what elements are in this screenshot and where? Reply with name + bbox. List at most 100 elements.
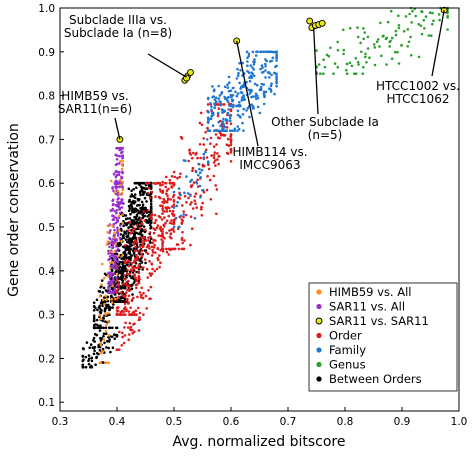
data-point — [225, 143, 229, 146]
legend-label: Order — [329, 329, 362, 343]
data-point — [166, 194, 169, 198]
data-point — [94, 323, 97, 326]
data-point — [106, 230, 109, 234]
data-point — [198, 121, 202, 125]
data-point — [212, 156, 216, 160]
data-point — [221, 129, 225, 132]
data-point — [125, 291, 128, 295]
data-point — [241, 113, 245, 116]
data-point — [180, 238, 184, 241]
data-point — [187, 159, 190, 163]
data-point — [222, 103, 226, 106]
data-point — [98, 307, 102, 310]
data-point — [156, 247, 160, 251]
data-point — [202, 156, 205, 160]
data-point — [112, 218, 115, 221]
data-point — [206, 110, 210, 113]
data-point — [122, 255, 125, 259]
y-tick-label: 0.3 — [38, 310, 55, 322]
data-point — [345, 72, 349, 75]
data-point — [115, 183, 119, 186]
data-point — [319, 72, 322, 75]
data-point — [143, 219, 146, 223]
data-point — [113, 209, 117, 213]
data-point — [130, 200, 133, 204]
data-point — [275, 56, 278, 60]
data-point — [171, 209, 175, 213]
data-point — [167, 253, 170, 256]
data-point — [141, 222, 144, 226]
data-point — [124, 238, 128, 241]
data-point — [138, 203, 141, 207]
data-point — [121, 154, 124, 157]
data-point — [132, 313, 136, 316]
data-point — [111, 199, 114, 203]
data-point — [264, 76, 267, 79]
data-point — [121, 160, 124, 163]
data-point — [137, 274, 141, 278]
data-point — [238, 62, 241, 65]
data-point — [229, 93, 233, 97]
data-point — [92, 352, 96, 356]
data-point — [236, 92, 240, 95]
data-point — [221, 120, 224, 123]
data-point — [354, 57, 358, 60]
data-point — [109, 261, 112, 265]
data-point — [394, 29, 398, 33]
data-point — [140, 249, 144, 252]
data-point — [116, 306, 120, 309]
data-point — [161, 207, 164, 210]
data-point — [129, 225, 132, 228]
data-point — [107, 320, 110, 323]
data-point — [135, 279, 139, 283]
data-point — [110, 179, 113, 183]
data-point — [142, 239, 145, 243]
data-point — [113, 250, 116, 253]
data-point — [142, 186, 145, 190]
data-point — [230, 95, 233, 99]
data-point — [168, 229, 171, 232]
data-point — [115, 259, 118, 263]
data-point — [431, 22, 434, 26]
data-point — [229, 109, 233, 113]
data-point — [120, 239, 123, 243]
data-point — [275, 84, 278, 88]
data-point — [144, 261, 147, 265]
data-point — [206, 96, 210, 100]
data-point — [270, 73, 273, 77]
legend-item: SAR11 vs. All — [316, 300, 405, 314]
data-point — [100, 308, 103, 312]
data-point — [110, 298, 114, 301]
data-point — [171, 212, 174, 215]
annotation-label: IMCC9063 — [239, 158, 300, 172]
data-point — [226, 83, 229, 86]
data-point — [356, 26, 359, 29]
data-point — [165, 210, 169, 213]
data-point — [128, 272, 132, 276]
data-point — [135, 270, 138, 274]
data-point — [414, 14, 418, 18]
data-point — [114, 242, 117, 245]
data-point — [145, 200, 148, 203]
data-point — [141, 229, 144, 233]
data-point — [219, 103, 222, 107]
data-point — [165, 247, 168, 251]
data-point — [131, 207, 134, 210]
y-tick-label: 0.9 — [38, 47, 55, 59]
annotation: Subclade IIIa vs.Subclade Ia (n=8) — [64, 13, 187, 78]
data-point — [111, 277, 115, 281]
data-point — [138, 311, 142, 315]
data-point — [135, 313, 138, 316]
data-point — [113, 181, 117, 184]
annotation-label: (n=5) — [308, 128, 343, 142]
data-point — [163, 216, 166, 219]
data-point — [115, 266, 119, 270]
data-point — [202, 152, 206, 156]
data-point — [214, 96, 218, 100]
data-point — [228, 114, 232, 118]
data-point — [256, 96, 260, 100]
data-point — [189, 180, 192, 183]
data-point — [132, 223, 136, 226]
data-point — [172, 247, 176, 251]
